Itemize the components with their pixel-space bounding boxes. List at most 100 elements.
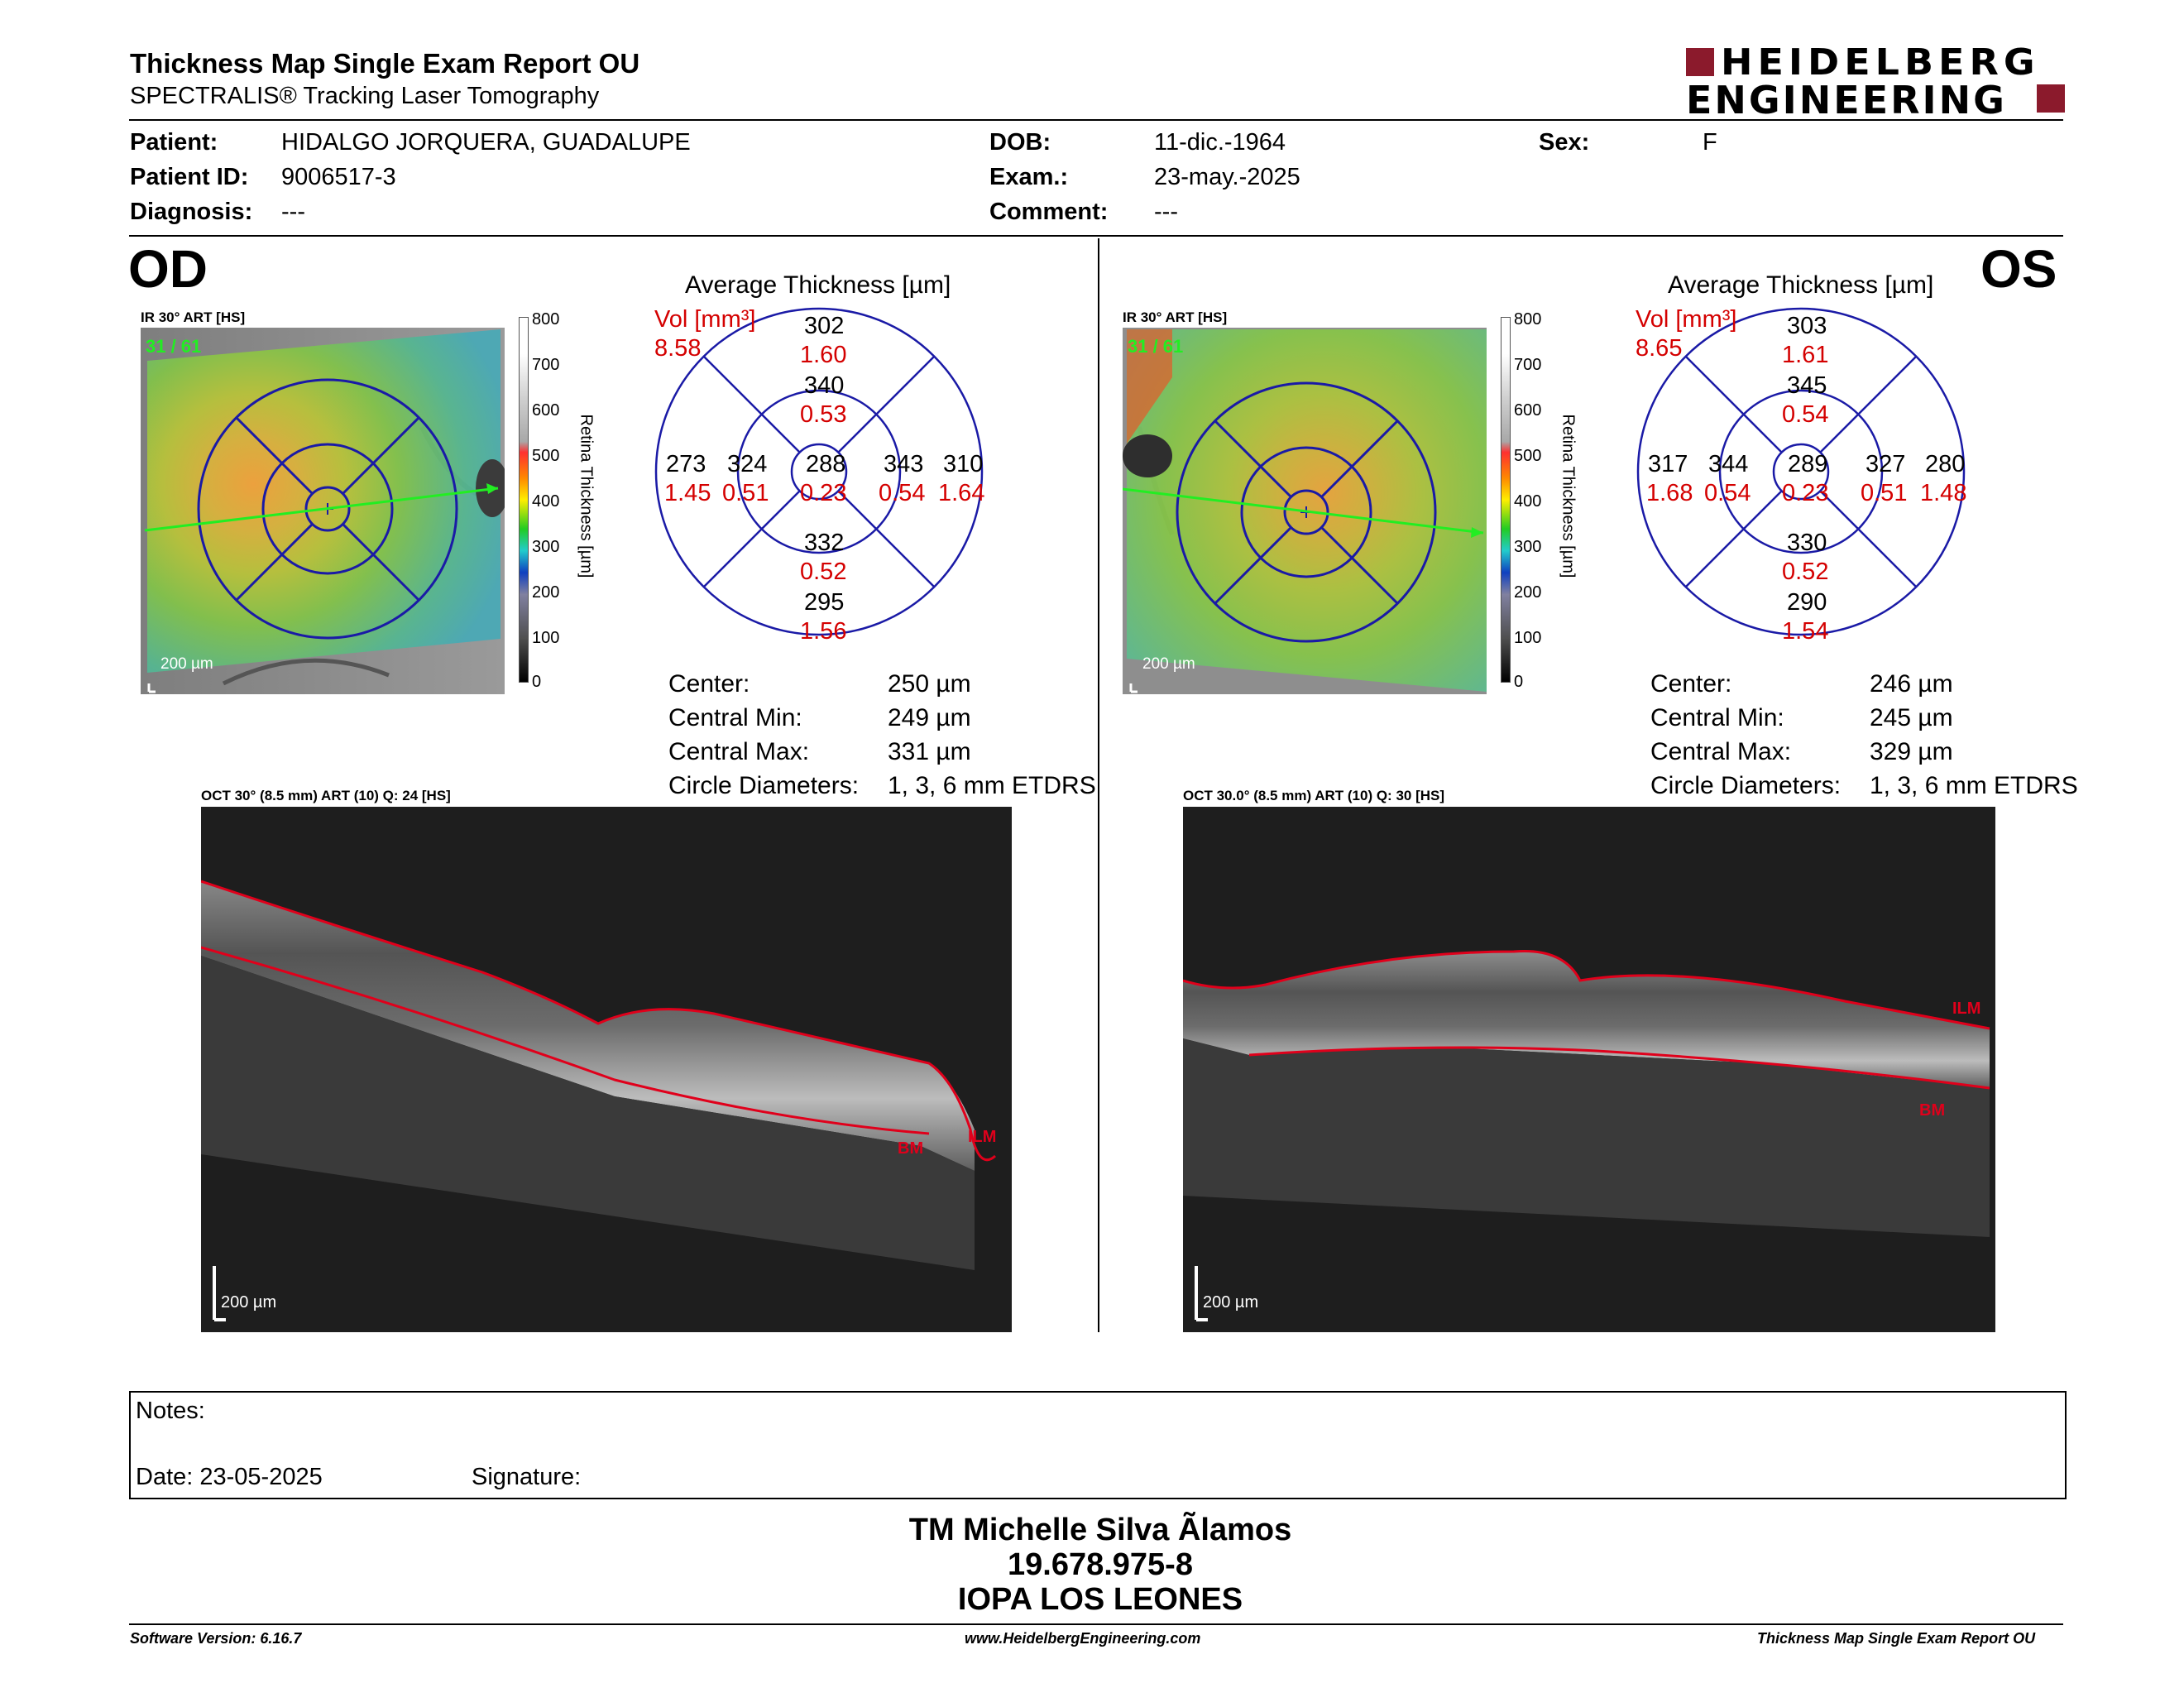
os-inner-temp-thk: 344: [1708, 451, 1749, 477]
os-vol-label: Vol [mm³]: [1636, 306, 1737, 333]
os-outer-nasal-thk: 280: [1925, 451, 1966, 477]
os-frame-counter: 31 / 61: [1128, 336, 1184, 357]
os-tick-600: 600: [1514, 401, 1542, 420]
od-inner-inf-vol: 0.52: [800, 559, 847, 585]
od-stat-max-value: 331 µm: [888, 738, 971, 765]
os-outer-sup-vol: 1.61: [1782, 342, 1829, 368]
od-outer-sup-vol: 1.60: [800, 342, 847, 368]
os-scale-title: Retina Thickness [µm]: [1559, 414, 1578, 578]
os-stat-diam-value: 1, 3, 6 mm ETDRS: [1870, 772, 2078, 799]
od-tick-300: 300: [532, 538, 560, 556]
od-tick-100: 100: [532, 629, 560, 647]
signer-name: TM Michelle Silva Ãlamos: [908, 1513, 1292, 1547]
signature-label: Signature:: [472, 1464, 582, 1490]
patient-label: Patient:: [130, 129, 218, 156]
od-ir-label: IR 30° ART [HS]: [141, 309, 246, 325]
od-stat-center-value: 250 µm: [888, 670, 971, 698]
os-inner-nasal-thk: 327: [1866, 451, 1906, 477]
od-stat-diam-value: 1, 3, 6 mm ETDRS: [888, 772, 1096, 799]
sex-label: Sex:: [1539, 129, 1590, 156]
sex-value: F: [1703, 129, 1717, 156]
od-vol-label: Vol [mm³]: [654, 306, 756, 333]
clinic-name: IOPA LOS LEONES: [957, 1582, 1243, 1617]
os-tick-200: 200: [1514, 583, 1542, 602]
od-bm-label: BM: [898, 1139, 924, 1158]
report-subtitle: SPECTRALIS® Tracking Laser Tomography: [130, 83, 600, 109]
od-inner-sup-thk: 340: [804, 372, 845, 399]
od-etdrs-grid: [654, 306, 984, 637]
patient-id-label: Patient ID:: [130, 164, 249, 190]
notes-label: Notes:: [136, 1398, 205, 1424]
os-outer-temp-vol: 1.68: [1646, 480, 1693, 506]
od-tick-700: 700: [532, 356, 560, 374]
od-tick-400: 400: [532, 492, 560, 511]
od-inner-inf-thk: 332: [804, 530, 845, 556]
os-tick-0: 0: [1514, 673, 1524, 691]
os-oct-label: OCT 30.0° (8.5 mm) ART (10) Q: 30 [HS]: [1183, 788, 1445, 803]
os-ir-label: IR 30° ART [HS]: [1123, 309, 1228, 325]
os-bm-label: BM: [1919, 1101, 1946, 1120]
od-outer-temp-vol: 1.45: [664, 480, 711, 506]
od-tick-500: 500: [532, 447, 560, 465]
website-link[interactable]: www.HeidelbergEngineering.com: [965, 1630, 1201, 1647]
od-stat-max-label: Central Max:: [668, 738, 810, 765]
od-tick-0: 0: [532, 673, 542, 691]
comment-label: Comment:: [989, 199, 1109, 225]
os-color-scale: 800 700 600 500 400 300 200 100 0 Retina…: [1493, 310, 1584, 691]
os-avg-title: Average Thickness [µm]: [1668, 271, 1934, 299]
os-inner-sup-vol: 0.54: [1782, 401, 1829, 428]
od-center-vol: 0.23: [800, 480, 847, 506]
report-title: Thickness Map Single Exam Report OU: [130, 48, 640, 79]
od-avg-title: Average Thickness [µm]: [685, 271, 951, 299]
os-ir-scale: 200 µm: [1142, 655, 1195, 673]
od-stat-min-value: 249 µm: [888, 704, 971, 731]
notes-box: Notes: Date: 23-05-2025 Signature:: [129, 1391, 2067, 1499]
os-stat-center-value: 246 µm: [1870, 670, 1953, 698]
os-center-thk: 289: [1788, 451, 1828, 477]
od-outer-sup-thk: 302: [804, 313, 845, 339]
os-tick-500: 500: [1514, 447, 1542, 465]
os-tick-700: 700: [1514, 356, 1542, 374]
os-outer-temp-thk: 317: [1648, 451, 1688, 477]
os-ilm-label: ILM: [1952, 1000, 1981, 1018]
os-inner-inf-thk: 330: [1787, 530, 1827, 556]
os-inner-sup-thk: 345: [1787, 372, 1827, 399]
os-stat-diam-label: Circle Diameters:: [1650, 772, 1842, 799]
logo-line1: HEIDELBERG: [1721, 41, 2040, 84]
od-outer-inf-thk: 295: [804, 589, 845, 616]
os-thickness-map: 31 / 61 200 µm: [1122, 328, 1487, 694]
eye-divider: [1098, 238, 1099, 1332]
od-stat-diam-label: Circle Diameters:: [668, 772, 860, 799]
od-thickness-map: 31 / 61 200 µm: [141, 328, 509, 694]
dob-label: DOB:: [989, 129, 1051, 156]
diagnosis-label: Diagnosis:: [130, 199, 253, 225]
os-stat-center-label: Center:: [1650, 670, 1732, 698]
od-color-scale: 800 700 600 500 400 300 200 100 0 Retina…: [511, 310, 602, 691]
patient-id-value: 9006517-3: [281, 164, 396, 190]
diagnosis-value: ---: [281, 199, 305, 225]
os-etdrs-grid: [1636, 306, 1966, 637]
os-eye-label: OS: [1980, 239, 2057, 299]
os-vol-value: 8.65: [1636, 335, 1683, 362]
od-oct-label: OCT 30° (8.5 mm) ART (10) Q: 24 [HS]: [201, 788, 451, 803]
os-inner-temp-vol: 0.54: [1704, 480, 1751, 506]
od-oct-scale: 200 µm: [221, 1293, 277, 1312]
footer-report-name: Thickness Map Single Exam Report OU: [1757, 1630, 2036, 1647]
dob-value: 11-dic.-1964: [1154, 129, 1286, 156]
od-inner-nasal-vol: 0.54: [879, 480, 926, 506]
software-version: Software Version: 6.16.7: [130, 1630, 302, 1647]
header-divider: [129, 119, 2063, 121]
heidelberg-logo: HEIDELBERG ENGINEERING: [1686, 41, 2065, 122]
patient-divider: [129, 235, 2063, 237]
os-stat-max-label: Central Max:: [1650, 738, 1792, 765]
od-center-thk: 288: [806, 451, 846, 477]
od-tick-800: 800: [532, 310, 560, 328]
signer-rut: 19.678.975-8: [1008, 1547, 1193, 1582]
os-tick-300: 300: [1514, 538, 1542, 556]
os-outer-inf-vol: 1.54: [1782, 618, 1829, 645]
exam-label: Exam.:: [989, 164, 1069, 190]
comment-value: ---: [1154, 199, 1178, 225]
od-vol-value: 8.58: [654, 335, 702, 362]
os-stat-max-value: 329 µm: [1870, 738, 1953, 765]
od-oct-scan: ILM BM 200 µm: [201, 807, 1012, 1332]
